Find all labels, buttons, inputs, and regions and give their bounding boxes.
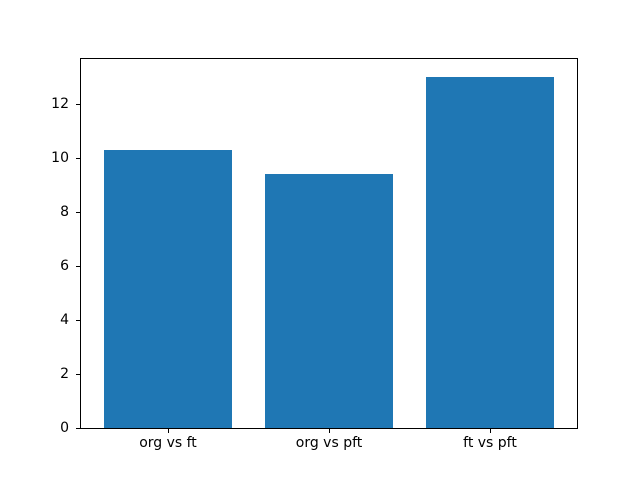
plot-area: 0 2 4 6 8 10 12 org vs ft org vs pft ft vs pft — [51, 58, 578, 451]
y-tick-label: 0 — [60, 420, 69, 436]
bar-org-vs-pft — [264, 173, 394, 428]
y-tick-mark — [76, 265, 80, 267]
y-tick-label: 2 — [60, 365, 69, 382]
x-tick-mark — [329, 429, 330, 433]
y-tick-mark — [76, 428, 80, 429]
x-tick-mark — [490, 429, 491, 433]
y-tick-label: 12 — [51, 95, 69, 112]
x-tick-label: ft vs pft — [463, 435, 517, 451]
y-tick-label: 6 — [60, 257, 69, 274]
y-tick-label: 4 — [60, 311, 69, 328]
y-tick-mark — [76, 157, 80, 159]
y-tick-mark — [76, 319, 80, 321]
x-tick-label: org vs pft — [295, 435, 363, 451]
y-tick-mark — [76, 373, 80, 375]
y-tick-mark — [76, 103, 80, 105]
x-tick-label: org vs ft — [139, 435, 197, 451]
bar-org-vs-ft — [103, 149, 233, 428]
y-tick-mark — [76, 211, 80, 213]
bar-ft-vs-pft — [425, 76, 555, 428]
x-tick-mark — [168, 429, 169, 433]
y-tick-label: 10 — [51, 149, 69, 166]
y-tick-label: 8 — [60, 203, 69, 220]
